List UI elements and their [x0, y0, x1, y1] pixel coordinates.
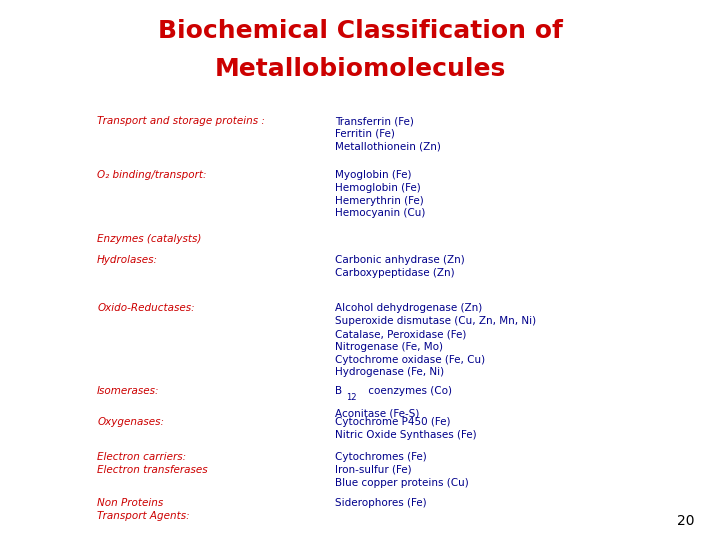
Text: Transferrin (Fe)
Ferritin (Fe)
Metallothionein (Zn): Transferrin (Fe) Ferritin (Fe) Metalloth… [335, 116, 441, 152]
Text: Cytochromes (Fe)
Iron-sulfur (Fe)
Blue copper proteins (Cu): Cytochromes (Fe) Iron-sulfur (Fe) Blue c… [335, 452, 469, 488]
Text: Enzymes (catalysts): Enzymes (catalysts) [97, 234, 202, 244]
Text: Oxido-Reductases:: Oxido-Reductases: [97, 303, 195, 314]
Text: Oxygenases:: Oxygenases: [97, 417, 164, 427]
Text: Isomerases:: Isomerases: [97, 386, 160, 396]
Text: Cytochrome P450 (Fe)
Nitric Oxide Synthases (Fe): Cytochrome P450 (Fe) Nitric Oxide Syntha… [335, 417, 477, 440]
Text: 12: 12 [346, 393, 357, 402]
Text: Non Proteins
Transport Agents:: Non Proteins Transport Agents: [97, 498, 190, 521]
Text: Transport and storage proteins :: Transport and storage proteins : [97, 116, 265, 126]
Text: Alcohol dehydrogenase (Zn)
Superoxide dismutase (Cu, Zn, Mn, Ni)
Catalase, Perox: Alcohol dehydrogenase (Zn) Superoxide di… [335, 303, 536, 377]
Text: Hydrolases:: Hydrolases: [97, 255, 158, 266]
Text: Siderophores (Fe): Siderophores (Fe) [335, 498, 426, 508]
Text: 20: 20 [678, 514, 695, 528]
Text: B: B [335, 386, 342, 396]
Text: Metallobiomolecules: Metallobiomolecules [215, 57, 505, 80]
Text: Electron carriers:
Electron transferases: Electron carriers: Electron transferases [97, 452, 208, 475]
Text: Aconitase (Fe-S): Aconitase (Fe-S) [335, 409, 419, 419]
Text: Myoglobin (Fe)
Hemoglobin (Fe)
Hemerythrin (Fe)
Hemocyanin (Cu): Myoglobin (Fe) Hemoglobin (Fe) Hemerythr… [335, 170, 426, 219]
Text: Carbonic anhydrase (Zn)
Carboxypeptidase (Zn): Carbonic anhydrase (Zn) Carboxypeptidase… [335, 255, 464, 278]
Text: O₂ binding/transport:: O₂ binding/transport: [97, 170, 207, 180]
Text: Biochemical Classification of: Biochemical Classification of [158, 19, 562, 43]
Text: coenzymes (Co): coenzymes (Co) [365, 386, 452, 396]
